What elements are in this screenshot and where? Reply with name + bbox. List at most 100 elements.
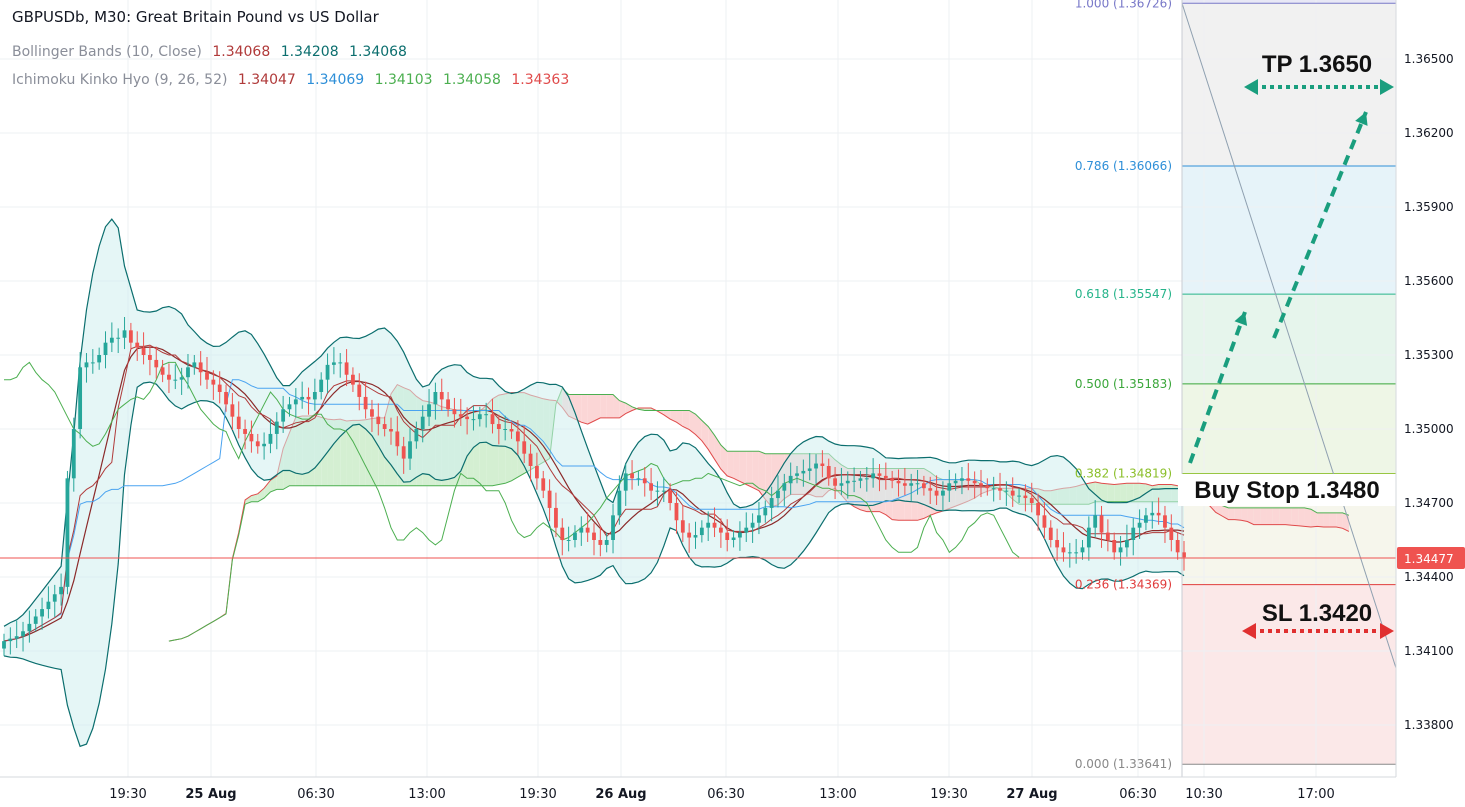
fibonacci-levels[interactable]: 1.000 (1.36726) 0.786 (1.36066) 0.618 (1.3…: [1075, 0, 1399, 777]
sl-level-arrow-head-right: [1380, 623, 1394, 639]
cloud-segment: [1228, 507, 1235, 520]
cloud-segment: [1336, 512, 1343, 529]
candle-body: [52, 594, 57, 602]
candle-body: [173, 379, 178, 381]
candle-body: [535, 466, 539, 479]
fib-zone: [1182, 584, 1396, 765]
price-tick-label: 1.35600: [1404, 274, 1454, 288]
price-tick-label: 1.36200: [1404, 126, 1454, 140]
candle-body: [408, 441, 412, 459]
candle-body: [915, 483, 920, 485]
bollinger-legend[interactable]: Bollinger Bands (10, Close) 1.34068 1.34…: [12, 44, 407, 60]
candle-body: [1163, 515, 1167, 528]
candle-body: [211, 379, 216, 385]
candle-body: [281, 409, 286, 422]
cloud-segment: [251, 493, 258, 502]
time-tick-label: 25 Aug: [185, 787, 236, 802]
candle-body: [712, 522, 717, 528]
cloud-segment: [714, 435, 721, 470]
candle-body: [71, 429, 76, 479]
ichimoku-value-tenkan: 1.34047: [237, 72, 296, 88]
candle-body: [788, 475, 793, 484]
cloud-segment: [746, 451, 753, 488]
price-tick-label: 1.34100: [1404, 644, 1454, 658]
candle-body: [966, 478, 971, 481]
candle-body: [122, 330, 127, 338]
cloud-segment: [587, 394, 594, 425]
candle-body: [1048, 527, 1053, 540]
candle-body: [896, 480, 901, 484]
candle-body: [1150, 512, 1155, 516]
candle-body: [363, 396, 368, 410]
candle-body: [921, 483, 926, 489]
candle-body: [262, 443, 267, 447]
current-price-tag-label: 1.34477: [1404, 552, 1454, 566]
tp-level-arrow-head-right: [1380, 79, 1394, 95]
price-tick-label: 1.35300: [1404, 348, 1454, 362]
cloud-segment: [1304, 507, 1311, 528]
cloud-segment: [1101, 483, 1108, 502]
candle-body: [998, 488, 1002, 491]
candle-body: [249, 433, 254, 442]
candle-body: [852, 480, 857, 482]
candle-body: [566, 540, 571, 541]
time-tick-label: 06:30: [297, 787, 334, 802]
cloud-segment: [1279, 507, 1286, 525]
candle-body: [236, 416, 241, 429]
candle-body: [655, 490, 660, 492]
time-axis[interactable]: 19:30 25 Aug 06:30 13:00 19:30 26 Aug 06:30 13:…: [0, 776, 1465, 807]
candle-body: [458, 414, 463, 417]
candle-body: [389, 429, 393, 432]
candle-body: [116, 337, 121, 339]
candle-body: [370, 409, 374, 417]
bollinger-value-upper: 1.34068: [212, 44, 271, 60]
candle-body: [1042, 515, 1047, 528]
candlestick-series: [2, 317, 1186, 656]
bollinger-value-lower: 1.34068: [349, 44, 407, 60]
cloud-segment: [1260, 507, 1267, 525]
cloud-segment: [676, 410, 683, 427]
target-path-arrow[interactable]: [1272, 111, 1368, 339]
price-tick-label: 1.35000: [1404, 422, 1454, 436]
candle-body: [941, 490, 945, 496]
chart-grid: [0, 0, 1396, 777]
candle-body: [1061, 547, 1066, 553]
candle-body: [21, 631, 25, 637]
candle-body: [547, 490, 552, 508]
time-tick-label: 19:30: [930, 787, 967, 802]
cloud-segment: [600, 394, 607, 418]
candle-body: [763, 507, 768, 516]
tp-label: TP 1.3650: [1262, 51, 1372, 78]
candle-body: [255, 441, 260, 447]
candle-body: [528, 453, 533, 466]
cloud-segment: [682, 410, 690, 430]
candle-body: [338, 362, 343, 364]
candle-body: [649, 483, 653, 491]
candle-body: [699, 527, 704, 536]
cloud-segment: [1323, 512, 1330, 528]
time-tick-label: 26 Aug: [595, 787, 646, 802]
trade-annotations[interactable]: TP 1.3650 Buy Stop 1.3480 SL 1.3420: [1178, 51, 1396, 639]
chart-title: GBPUSDb, M30: Great Britain Pound vs US …: [12, 8, 379, 26]
cloud-segment: [264, 480, 271, 499]
cloud-segment: [733, 451, 740, 482]
entry-path-arrow[interactable]: [1188, 311, 1247, 464]
cloud-segment: [1266, 507, 1273, 525]
candle-body: [465, 416, 470, 420]
ichimoku-legend[interactable]: Ichimoku Kinko Hyo (9, 26, 52) 1.34047 1…: [12, 72, 569, 88]
candle-body: [2, 641, 6, 649]
price-axis[interactable]: 1.368001.365001.362001.359001.356001.353…: [1395, 0, 1465, 807]
candle-body: [636, 478, 641, 480]
fib-zone-top: [1182, 0, 1396, 4]
buy-stop-label[interactable]: Buy Stop 1.3480: [1194, 477, 1379, 504]
cloud-segment: [1107, 483, 1115, 502]
candle-body: [554, 507, 558, 528]
current-price-tag[interactable]: [1397, 547, 1465, 570]
time-tick-label: 19:30: [109, 787, 146, 802]
candle-body: [769, 498, 774, 508]
fib-level-label: 0.500 (1.35183): [1075, 377, 1172, 391]
candle-body: [1182, 552, 1186, 558]
candle-body: [592, 532, 596, 540]
candle-body: [598, 540, 603, 545]
